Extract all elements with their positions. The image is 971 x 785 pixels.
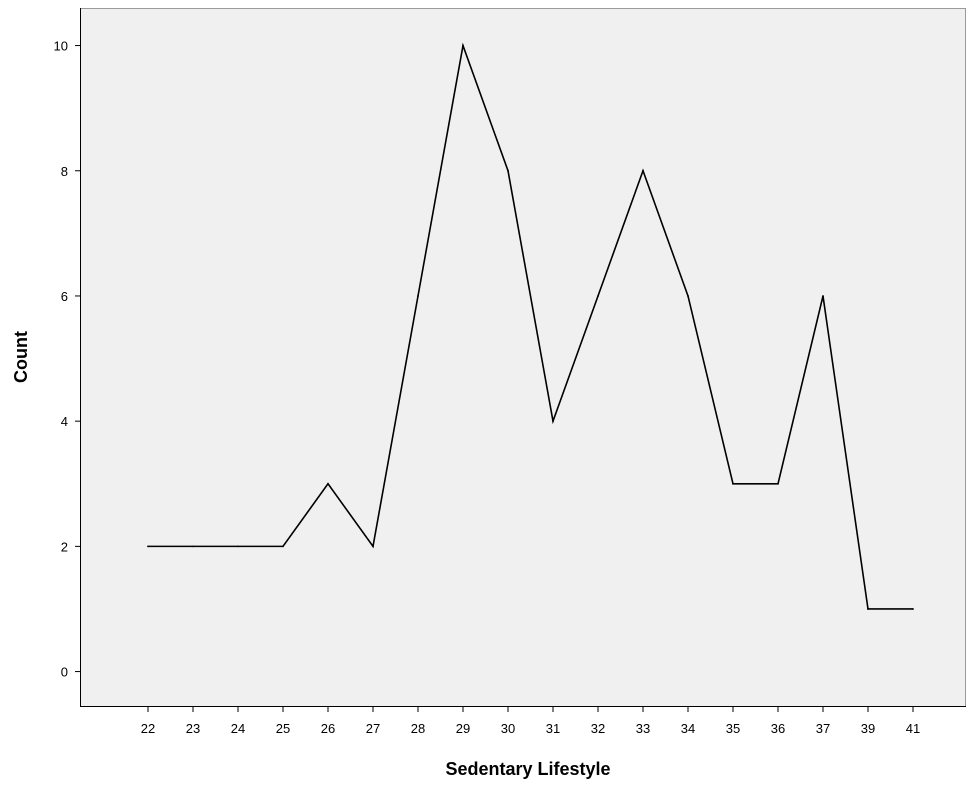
data-point (642, 169, 644, 172)
data-point (372, 545, 374, 548)
x-tick-label: 29 (456, 721, 470, 736)
x-tick-label: 25 (276, 721, 290, 736)
y-tick-label: 10 (54, 39, 68, 54)
x-tick-label: 24 (231, 721, 245, 736)
data-point (237, 545, 239, 548)
x-tick-label: 22 (141, 721, 155, 736)
data-point (597, 295, 599, 297)
x-tick-label: 26 (321, 721, 335, 736)
y-axis-ticks: 0 2 4 6 8 10 (54, 39, 80, 680)
x-tick-label: 23 (186, 721, 200, 736)
y-axis-title: Count (11, 331, 31, 383)
data-point (507, 169, 509, 172)
x-tick-label: 27 (366, 721, 380, 736)
plot-area (80, 8, 966, 706)
data-point (867, 608, 869, 610)
x-axis-title: Sedentary Lifestyle (445, 759, 610, 779)
x-tick-label: 34 (681, 721, 695, 736)
y-tick-label: 6 (61, 289, 68, 304)
data-point (327, 482, 329, 485)
x-tick-label: 28 (411, 721, 425, 736)
data-point (462, 44, 464, 47)
x-tick-label: 37 (816, 721, 830, 736)
data-point (777, 482, 779, 485)
data-point (552, 420, 554, 423)
data-point (417, 295, 419, 297)
x-tick-label: 30 (501, 721, 515, 736)
x-tick-label: 36 (771, 721, 785, 736)
series-line (148, 42, 913, 610)
y-tick-label: 8 (61, 164, 68, 179)
data-point (912, 608, 914, 610)
x-tick-label: 32 (591, 721, 605, 736)
x-tick-label: 31 (546, 721, 560, 736)
x-tick-label: 33 (636, 721, 650, 736)
data-point (147, 545, 149, 548)
data-point (687, 295, 689, 297)
x-tick-label: 39 (861, 721, 875, 736)
x-axis-ticks: 22 23 24 25 26 27 28 29 30 31 32 33 34 35 36 37 39 41 (141, 706, 920, 736)
x-tick-label: 35 (726, 721, 740, 736)
y-tick-label: 0 (61, 665, 68, 680)
data-point (192, 545, 194, 548)
data-point (822, 295, 824, 297)
data-point (282, 545, 284, 548)
y-tick-label: 2 (61, 539, 68, 554)
data-point (732, 482, 734, 485)
x-tick-label: 41 (906, 721, 920, 736)
y-tick-label: 4 (61, 414, 68, 429)
data-points (147, 44, 914, 610)
